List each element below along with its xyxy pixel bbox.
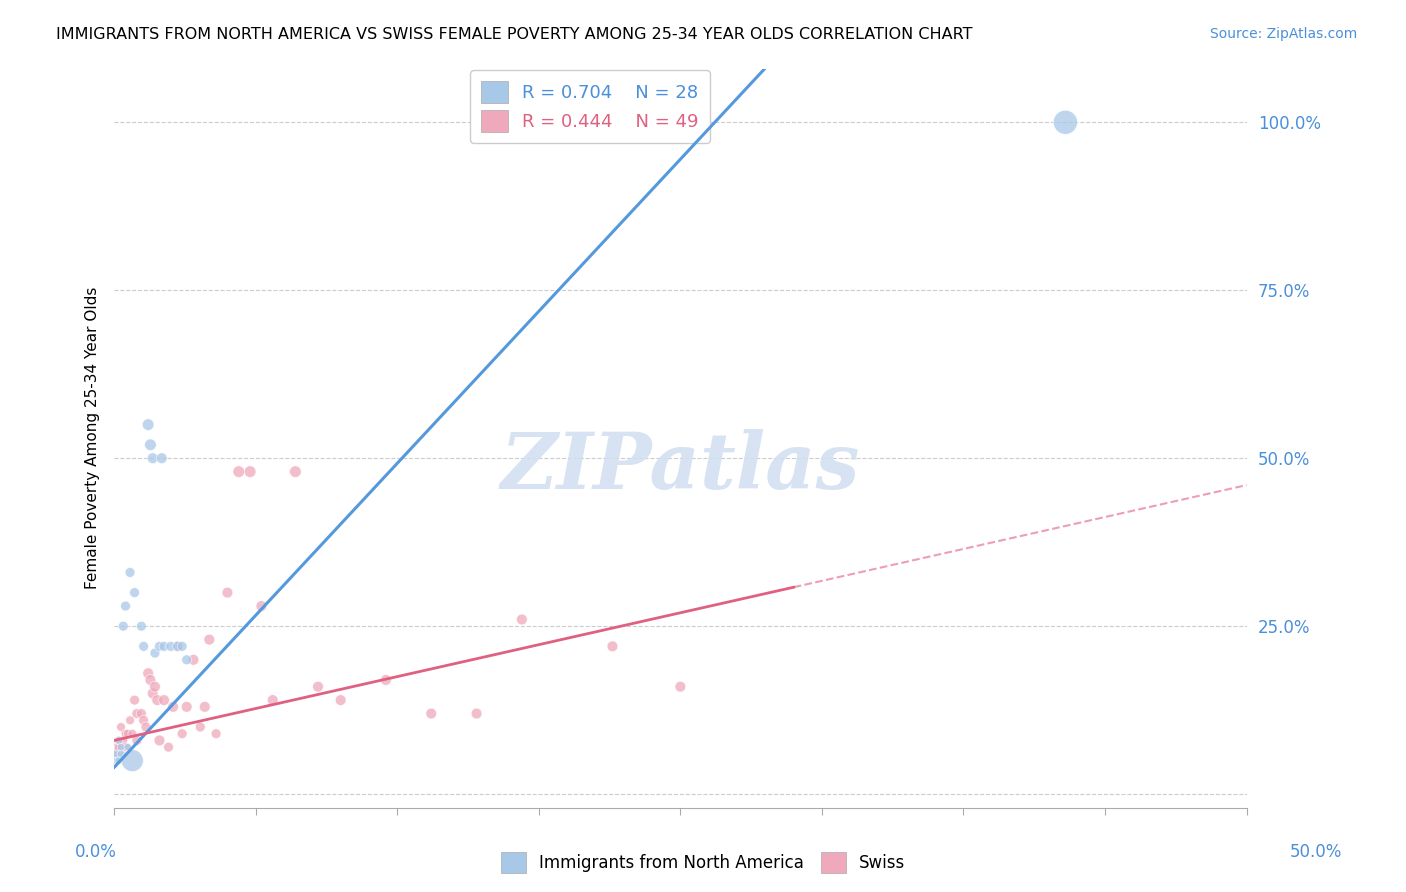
- Point: [114, 740, 136, 755]
- Point: [669, 680, 692, 694]
- Y-axis label: Female Poverty Among 25-34 Year Olds: Female Poverty Among 25-34 Year Olds: [86, 287, 100, 590]
- Point: [420, 706, 443, 721]
- Point: [150, 451, 173, 466]
- Text: IMMIGRANTS FROM NORTH AMERICA VS SWISS FEMALE POVERTY AMONG 25-34 YEAR OLDS CORR: IMMIGRANTS FROM NORTH AMERICA VS SWISS F…: [56, 27, 973, 42]
- Point: [118, 713, 141, 727]
- Point: [121, 727, 143, 741]
- Point: [284, 465, 307, 479]
- Point: [124, 693, 146, 707]
- Point: [488, 122, 510, 136]
- Point: [153, 693, 176, 707]
- Point: [602, 640, 624, 654]
- Point: [121, 754, 143, 768]
- Point: [110, 740, 132, 755]
- Point: [135, 720, 157, 734]
- Point: [132, 640, 155, 654]
- Point: [105, 740, 128, 755]
- Point: [307, 680, 329, 694]
- Point: [110, 747, 132, 761]
- Text: 50.0%: 50.0%: [1289, 843, 1343, 861]
- Point: [176, 699, 198, 714]
- Point: [112, 619, 135, 633]
- Point: [172, 727, 194, 741]
- Point: [465, 122, 488, 136]
- Legend: Immigrants from North America, Swiss: Immigrants from North America, Swiss: [494, 846, 912, 880]
- Point: [142, 686, 165, 700]
- Point: [198, 632, 221, 647]
- Point: [143, 646, 166, 660]
- Point: [262, 693, 284, 707]
- Point: [375, 673, 398, 687]
- Point: [250, 599, 273, 613]
- Point: [329, 693, 352, 707]
- Point: [146, 693, 169, 707]
- Point: [166, 640, 188, 654]
- Point: [148, 733, 170, 747]
- Point: [465, 706, 488, 721]
- Point: [136, 666, 159, 681]
- Point: [205, 727, 228, 741]
- Point: [194, 699, 217, 714]
- Point: [228, 465, 250, 479]
- Point: [162, 699, 184, 714]
- Point: [107, 733, 129, 747]
- Point: [110, 747, 132, 761]
- Point: [172, 640, 194, 654]
- Point: [510, 612, 533, 626]
- Point: [107, 740, 129, 755]
- Legend: R = 0.704    N = 28, R = 0.444    N = 49: R = 0.704 N = 28, R = 0.444 N = 49: [470, 70, 710, 143]
- Point: [112, 733, 135, 747]
- Point: [124, 585, 146, 599]
- Point: [188, 720, 211, 734]
- Point: [153, 640, 176, 654]
- Text: 0.0%: 0.0%: [75, 843, 117, 861]
- Point: [139, 438, 162, 452]
- Point: [105, 747, 128, 761]
- Point: [148, 640, 170, 654]
- Point: [166, 640, 188, 654]
- Point: [136, 417, 159, 432]
- Point: [114, 599, 136, 613]
- Point: [114, 727, 136, 741]
- Point: [125, 733, 148, 747]
- Point: [157, 740, 180, 755]
- Point: [131, 706, 153, 721]
- Point: [239, 465, 262, 479]
- Point: [117, 740, 139, 755]
- Text: Source: ZipAtlas.com: Source: ZipAtlas.com: [1209, 27, 1357, 41]
- Point: [107, 754, 129, 768]
- Point: [105, 754, 128, 768]
- Point: [110, 720, 132, 734]
- Point: [105, 747, 128, 761]
- Point: [176, 653, 198, 667]
- Point: [125, 706, 148, 721]
- Point: [107, 733, 129, 747]
- Point: [131, 619, 153, 633]
- Point: [117, 727, 139, 741]
- Point: [1054, 115, 1077, 129]
- Point: [143, 680, 166, 694]
- Point: [118, 566, 141, 580]
- Point: [132, 713, 155, 727]
- Point: [159, 640, 181, 654]
- Point: [139, 673, 162, 687]
- Text: ZIPatlas: ZIPatlas: [501, 429, 860, 506]
- Point: [142, 451, 165, 466]
- Point: [183, 653, 205, 667]
- Point: [217, 585, 239, 599]
